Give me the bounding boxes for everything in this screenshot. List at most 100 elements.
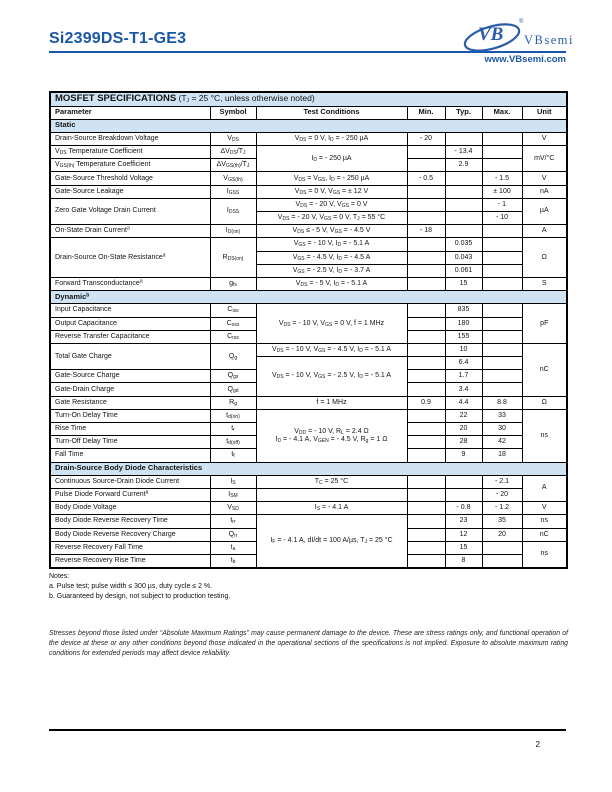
company-url: www.VBsemi.com: [484, 54, 566, 65]
parameter-cell: Zero Gate Voltage Drain Current: [49, 197, 211, 226]
column-header: Min.: [406, 105, 446, 120]
table-row: Gate-Source Charge Qgs 1.7: [49, 369, 567, 384]
table-cell: Qrr: [209, 527, 257, 542]
logo-monogram: VB: [478, 24, 504, 45]
column-header: Typ.: [444, 105, 483, 120]
table-cell: [406, 210, 446, 226]
table-row: Forward Transconductancea gfs VDS = - 5 V,…: [49, 276, 568, 292]
table-row: VDS Temperature Coefficient ΔVDS/TJ ID = -…: [49, 145, 568, 173]
table-cell: [406, 421, 446, 437]
table-cell: [406, 303, 446, 318]
section-row: Static: [49, 118, 568, 133]
table-cell: [444, 184, 483, 199]
table-cell: 15: [444, 276, 483, 292]
column-header: Parameter: [49, 105, 211, 120]
table-cell: V: [521, 171, 568, 186]
table-cell: [406, 276, 446, 292]
table-cell: ns: [521, 408, 568, 463]
table-cell: [481, 224, 523, 239]
table-cell: 0.035: [444, 237, 483, 252]
column-header: Unit: [521, 105, 568, 120]
table-cell: RDS(on): [209, 237, 257, 278]
table-cell: VDD = - 10 V, RL = 2.4 Ω ID = - 4.1 A, VG…: [255, 408, 408, 463]
parameter-cell: Gate-Source Leakage: [49, 184, 211, 199]
column-header: Symbol: [209, 105, 257, 120]
table-cell: 0.9: [406, 395, 446, 410]
table-row: Pulse Diode Forward Currenta ISM - 20: [49, 487, 567, 503]
table-cell: [444, 131, 483, 147]
table-cell: ID(on): [209, 224, 257, 239]
table-cell: [406, 356, 446, 371]
table-cell: [444, 487, 483, 503]
table-cell: IF = - 4.1 A, dI/dt = 100 A/µs, TJ = 25 …: [255, 514, 408, 569]
table-row: Drain-Source Breakdown Voltage VDS VDS = 0…: [49, 131, 568, 147]
table-row: Fall Time tf 9 18: [49, 448, 567, 463]
table-cell: [481, 303, 523, 318]
table-row: VGS = - 4.5 V, ID = - 4.5 A 0.043: [50, 250, 567, 265]
table-cell: VGS = - 10 V, ID = - 5.1 A: [255, 237, 408, 252]
table-cell: - 13.4: [444, 145, 483, 160]
table-cell: VDS = 0 V, VGS = ± 12 V: [255, 184, 408, 199]
table-cell: VDS ≤ - 5 V, VGS = - 4.5 V: [255, 224, 408, 239]
table-cell: VDS = 0 V, ID = - 250 µA: [255, 131, 408, 147]
table-row: Zero Gate Voltage Drain Current IDSS VDS =…: [49, 197, 568, 226]
table-cell: gfs: [209, 276, 257, 292]
table-cell: VGS = - 4.5 V, ID = - 4.5 A: [255, 250, 408, 265]
table-cell: [406, 553, 446, 569]
table-cell: - 20: [481, 487, 523, 503]
parameter-cell: Gate-Source Charge: [49, 369, 211, 384]
table-row: Turn-Off Delay Time td(off) 28 42: [49, 435, 567, 450]
table-cell: Rg: [209, 395, 257, 410]
table-cell: Qg: [209, 342, 257, 371]
table-cell: [406, 514, 446, 529]
table-row: VGS = - 2.5 V, ID = - 3.7 A 0.061: [50, 263, 567, 278]
table-cell: 8: [444, 553, 483, 569]
table-cell: S: [521, 276, 568, 292]
table-cell: 42: [481, 435, 523, 450]
table-cell: [444, 224, 483, 239]
table-cell: ΔVGS(th)/TJ: [209, 158, 257, 173]
table-cell: VDS = - 10 V, VGS = - 2.5 V, ID = - 5.1 …: [255, 356, 408, 397]
spec-table: MOSFET SPECIFICATIONS (TJ = 25 °C, unles…: [49, 91, 569, 569]
table-cell: IS: [209, 474, 257, 489]
table-cell: [406, 369, 446, 384]
table-cell: ISM: [209, 487, 257, 503]
table-row: Body Diode Reverse Recovery Charge Qrr 12 2…: [49, 527, 568, 542]
table-cell: 15: [444, 540, 483, 555]
logo-ellipse-icon: [463, 23, 521, 52]
table-row: Body Diode Voltage VSD IS = - 4.1 A - 0.8- …: [49, 501, 568, 516]
table-cell: - 1.5: [481, 171, 523, 186]
table-cell: IDSS: [209, 197, 257, 226]
table-cell: pF: [521, 303, 568, 344]
table-cell: [406, 237, 446, 252]
parameter-cell: Continuous Source-Drain Diode Current: [49, 474, 211, 489]
parameter-cell: VGS(th) Temperature Coefficient: [49, 158, 211, 173]
table-cell: [255, 487, 408, 503]
table-cell: [481, 382, 523, 397]
parameter-cell: Forward Transconductancea: [49, 276, 211, 292]
table-cell: nC: [521, 342, 568, 397]
table-cell: - 1: [481, 197, 523, 213]
table-cell: [481, 276, 523, 292]
table-cell: VDS = - 20 V, VGS = 0 V: [255, 197, 408, 213]
table-cell: [406, 263, 446, 278]
parameter-cell: Output Capacitance: [49, 316, 211, 331]
table-cell: td(on): [209, 408, 257, 424]
parameter-cell: Pulse Diode Forward Currenta: [49, 487, 211, 503]
table-row: On-State Drain Currenta ID(on) VDS ≤ - 5 V…: [49, 224, 568, 239]
parameter-cell: Body Diode Reverse Recovery Time: [49, 514, 211, 529]
table-title-row: MOSFET SPECIFICATIONS (TJ = 25 °C, unles…: [49, 91, 568, 107]
table-cell: [406, 250, 446, 265]
table-cell: [406, 408, 446, 424]
table-cell: trr: [209, 514, 257, 529]
table-row: Gate Resistance Rg f = 1 MHz 0.9 4.4 8.8 Ω: [49, 395, 568, 410]
table-cell: Ω: [521, 237, 568, 278]
table-cell: 835: [444, 303, 483, 318]
table-cell: nA: [521, 184, 568, 199]
table-cell: [406, 329, 446, 344]
table-cell: VGS = - 2.5 V, ID = - 3.7 A: [255, 263, 408, 278]
header-divider: [49, 51, 566, 53]
table-cell: [481, 553, 523, 569]
table-cell: [406, 184, 446, 199]
table-row: Drain-Source On-State Resistancea RDS(on)…: [49, 237, 568, 278]
